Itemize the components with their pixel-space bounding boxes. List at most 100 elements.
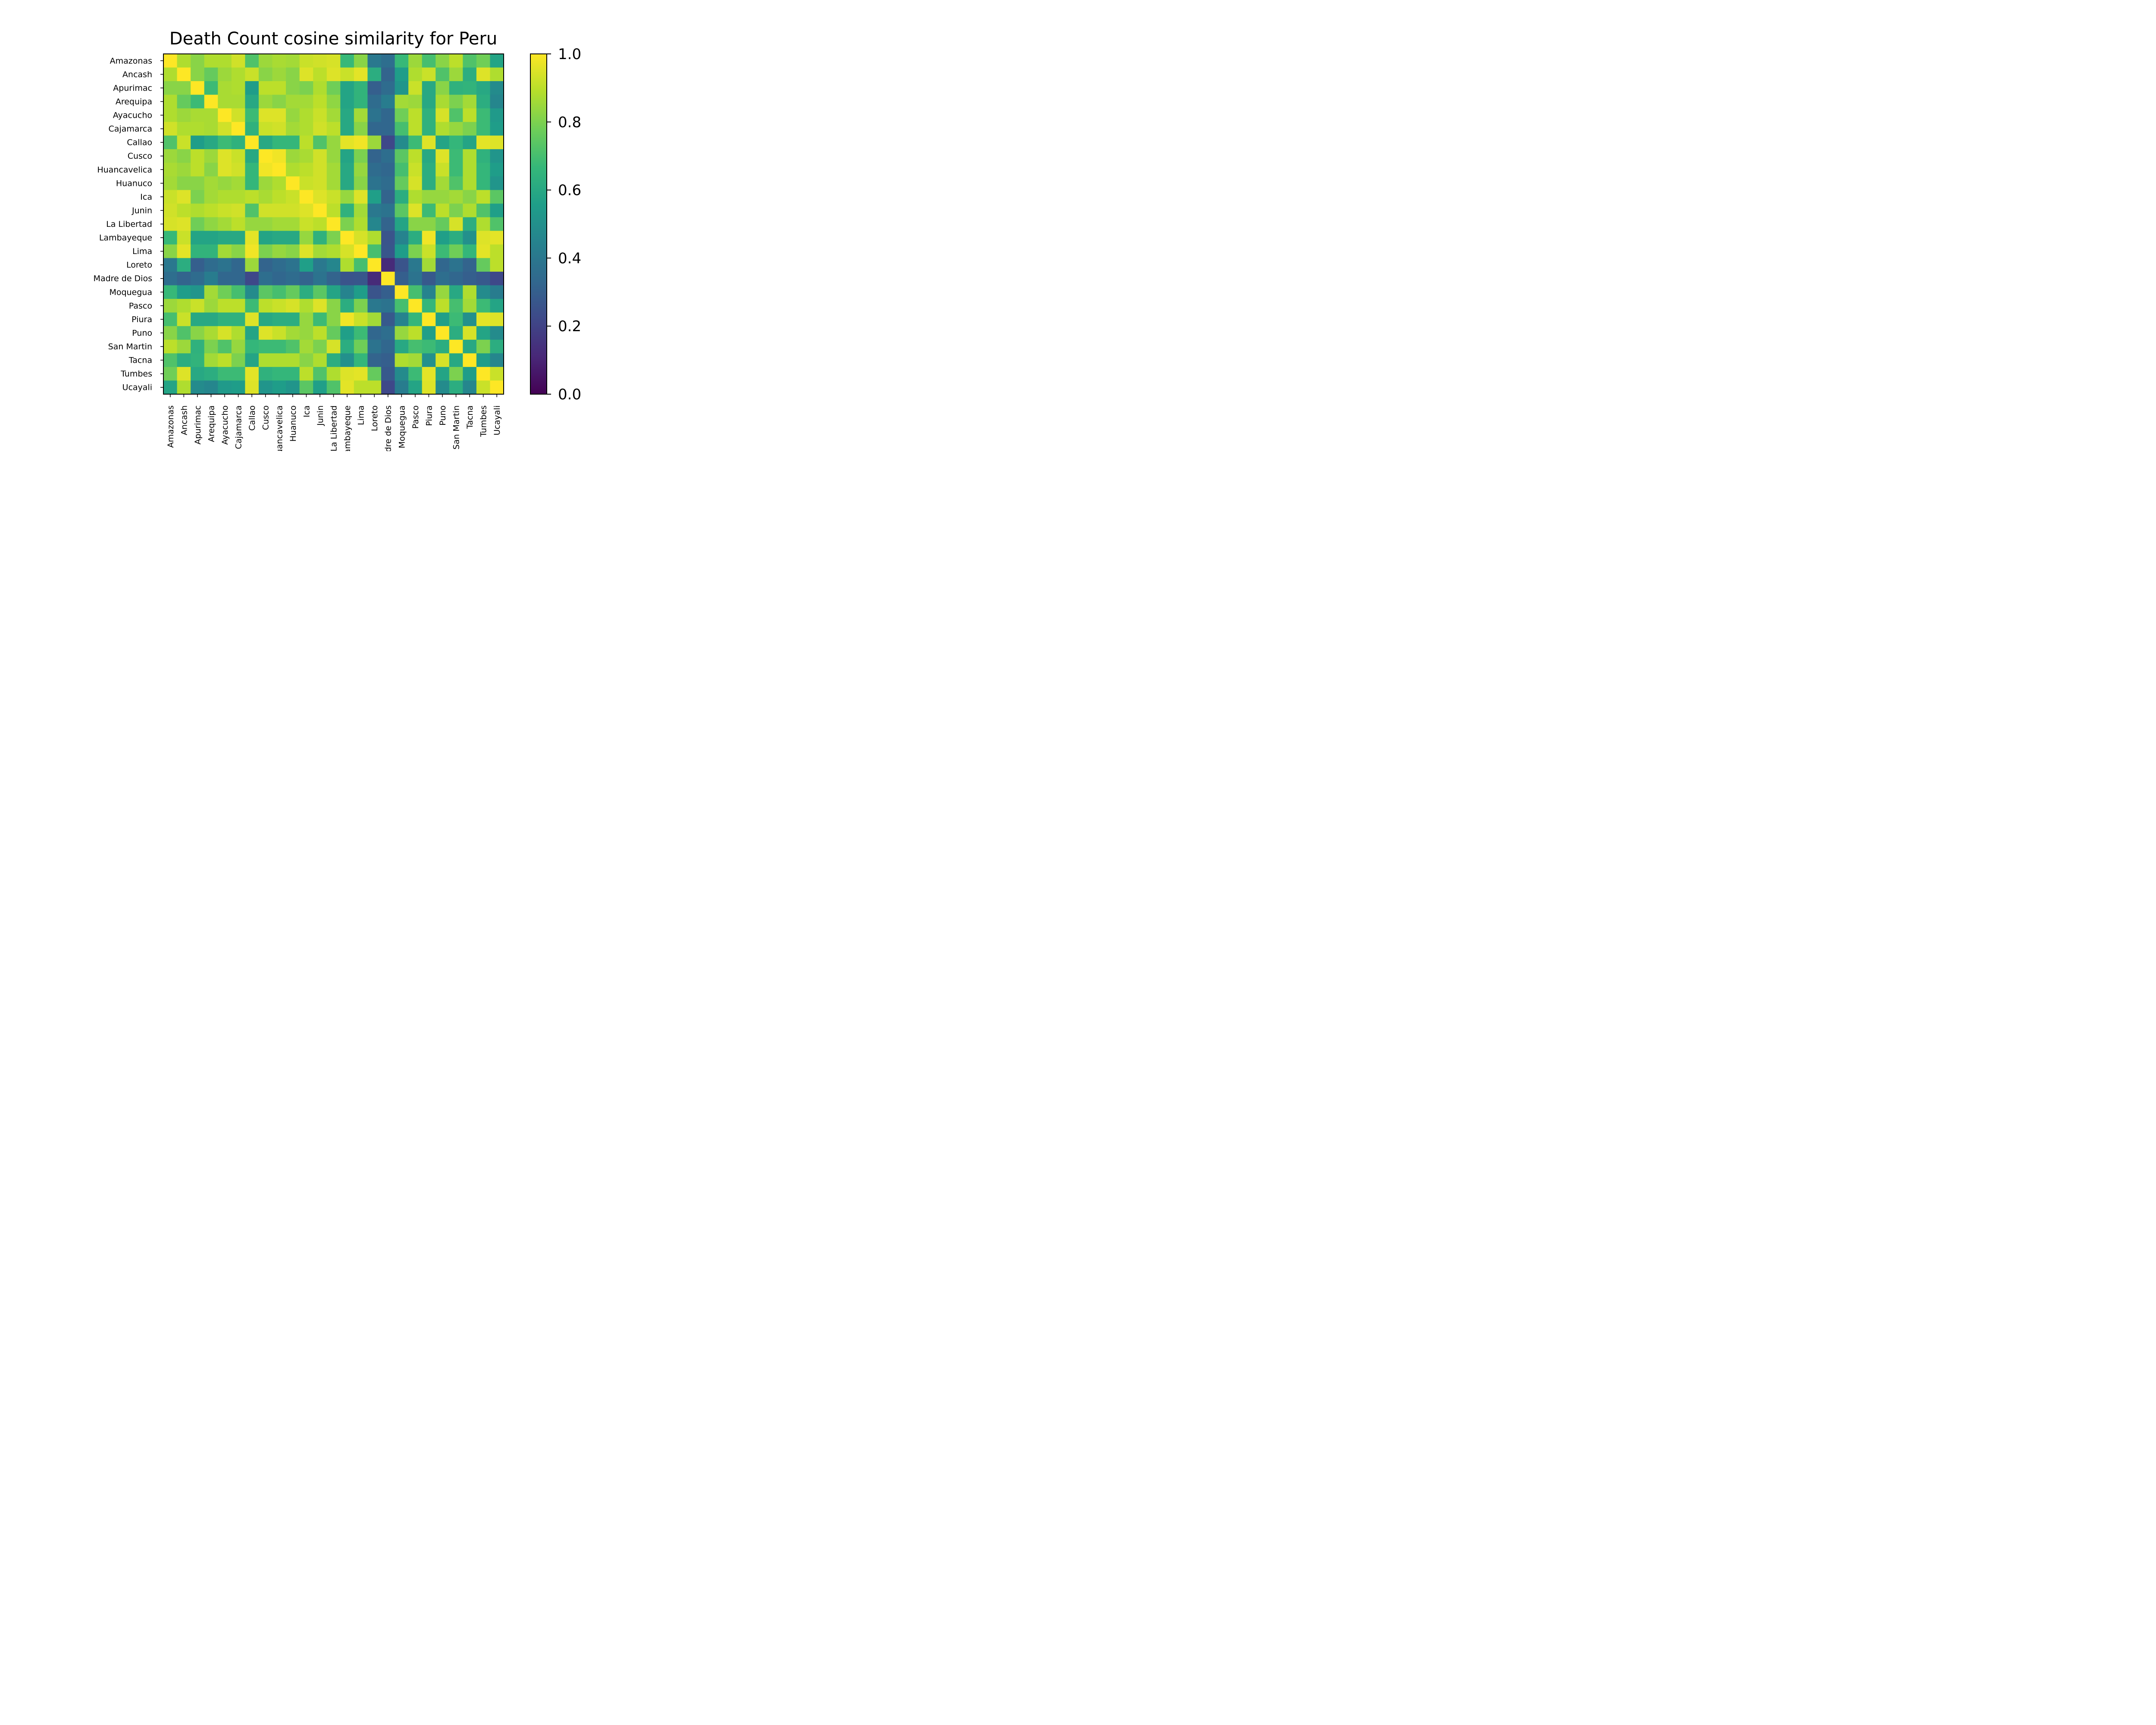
heatmap-cell-san-martin-ancash (177, 339, 191, 354)
heatmap-cell-cusco-tumbes (476, 149, 491, 163)
heatmap-cell-ica-ucayali (490, 190, 504, 204)
heatmap-cell-ayacucho-cusco (258, 108, 273, 122)
heatmap-cell-lambayeque-ica (299, 231, 313, 245)
heatmap-cell-callao-ayacucho (218, 135, 232, 150)
heatmap-cell-callao-tacna (463, 135, 477, 150)
heatmap-cell-puno-tumbes (476, 326, 491, 340)
heatmap-cell-la-libertad-piura (422, 217, 436, 231)
heatmap-cell-cajamarca-cajamarca (231, 122, 245, 136)
heatmap-cell-callao-ancash (177, 135, 191, 150)
heatmap-cell-cusco-arequipa (204, 149, 218, 163)
heatmap-cell-la-libertad-huanuco (286, 217, 300, 231)
heatmap-cell-san-martin-pasco (408, 339, 423, 354)
heatmap-cell-amazonas-ancash (177, 54, 191, 68)
heatmap-cell-cajamarca-cusco (258, 122, 273, 136)
heatmap-cell-huanuco-huanuco (286, 176, 300, 191)
heatmap-cell-la-libertad-puno (436, 217, 450, 231)
colorbar-frame (530, 53, 547, 395)
heatmap-cell-cajamarca-moquegua (395, 122, 409, 136)
heatmap-cell-huanuco-pasco (408, 176, 423, 191)
heatmap-cell-lambayeque-cajamarca (231, 231, 245, 245)
heatmap-cell-san-martin-huanuco (286, 339, 300, 354)
heatmap-cell-moquegua-loreto (367, 285, 382, 299)
heatmap-cell-ica-amazonas (163, 190, 178, 204)
heatmap-cell-junin-piura (422, 204, 436, 218)
heatmap-cell-lambayeque-amazonas (163, 231, 178, 245)
heatmap-cell-ica-junin (313, 190, 327, 204)
heatmap-cell-piura-ica (299, 312, 313, 326)
heatmap-cell-tacna-moquegua (395, 353, 409, 367)
heatmap-cell-lima-san-martin (449, 244, 463, 258)
heatmap-cell-pasco-pasco (408, 299, 423, 313)
heatmap-cell-loreto-huanuco (286, 258, 300, 272)
heatmap-cell-puno-lambayeque (340, 326, 354, 340)
heatmap-cell-ayacucho-huanuco (286, 108, 300, 122)
heatmap-cell-loreto-amazonas (163, 258, 178, 272)
heatmap-cell-tumbes-huancavelica (272, 367, 286, 381)
heatmap-cell-lima-huancavelica (272, 244, 286, 258)
heatmap-cell-ucayali-cajamarca (231, 380, 245, 395)
heatmap-cell-madre-de-dios-callao (245, 271, 259, 286)
heatmap-cell-ica-tacna (463, 190, 477, 204)
heatmap-cell-san-martin-lambayeque (340, 339, 354, 354)
heatmap-cell-moquegua-apurimac (191, 285, 205, 299)
heatmap-cell-la-libertad-cusco (258, 217, 273, 231)
heatmap-cell-loreto-ucayali (490, 258, 504, 272)
heatmap-cell-loreto-callao (245, 258, 259, 272)
heatmap-cell-moquegua-la-libertad (326, 285, 341, 299)
heatmap-cell-ucayali-ica (299, 380, 313, 395)
heatmap-cell-tacna-junin (313, 353, 327, 367)
heatmap-cell-san-martin-tumbes (476, 339, 491, 354)
heatmap-cell-piura-san-martin (449, 312, 463, 326)
heatmap-cell-ayacucho-huancavelica (272, 108, 286, 122)
heatmap-cell-tumbes-tumbes (476, 367, 491, 381)
heatmap-cell-arequipa-huanuco (286, 94, 300, 109)
heatmap-cell-junin-ayacucho (218, 204, 232, 218)
heatmap-cell-callao-san-martin (449, 135, 463, 150)
row-label-moquegua: Moquegua (109, 288, 152, 297)
heatmap-cell-madre-de-dios-cusco (258, 271, 273, 286)
heatmap-cell-apurimac-puno (436, 81, 450, 95)
heatmap-cell-puno-ancash (177, 326, 191, 340)
heatmap-cell-ucayali-loreto (367, 380, 382, 395)
heatmap-cell-amazonas-ica (299, 54, 313, 68)
heatmap-cell-huancavelica-ayacucho (218, 163, 232, 177)
heatmap-cell-moquegua-madre-de-dios (381, 285, 395, 299)
heatmap-cell-lima-piura (422, 244, 436, 258)
heatmap-cell-cajamarca-loreto (367, 122, 382, 136)
heatmap-cell-san-martin-cusco (258, 339, 273, 354)
heatmap-cell-ancash-ancash (177, 67, 191, 82)
heatmap-cell-puno-apurimac (191, 326, 205, 340)
heatmap-cell-amazonas-huancavelica (272, 54, 286, 68)
heatmap-cell-piura-junin (313, 312, 327, 326)
heatmap-cell-arequipa-loreto (367, 94, 382, 109)
heatmap-cell-lambayeque-huancavelica (272, 231, 286, 245)
column-label-puno: Puno (438, 405, 448, 426)
heatmap-cell-ayacucho-puno (436, 108, 450, 122)
heatmap-cell-san-martin-lima (354, 339, 368, 354)
heatmap-cell-ancash-la-libertad (326, 67, 341, 82)
heatmap-cell-amazonas-apurimac (191, 54, 205, 68)
heatmap-cell-callao-lima (354, 135, 368, 150)
heatmap-cell-arequipa-ancash (177, 94, 191, 109)
heatmap-cell-amazonas-madre-de-dios (381, 54, 395, 68)
heatmap-cell-huancavelica-ucayali (490, 163, 504, 177)
heatmap-cell-ica-la-libertad (326, 190, 341, 204)
heatmap-cell-ica-moquegua (395, 190, 409, 204)
heatmap-cell-ancash-cajamarca (231, 67, 245, 82)
heatmap-cell-cajamarca-ucayali (490, 122, 504, 136)
heatmap-cell-lima-la-libertad (326, 244, 341, 258)
heatmap-cell-san-martin-la-libertad (326, 339, 341, 354)
heatmap-cell-piura-ayacucho (218, 312, 232, 326)
heatmap-cell-piura-arequipa (204, 312, 218, 326)
heatmap-cell-arequipa-puno (436, 94, 450, 109)
heatmap-cell-ayacucho-madre-de-dios (381, 108, 395, 122)
heatmap-cell-arequipa-tacna (463, 94, 477, 109)
heatmap-cell-ica-apurimac (191, 190, 205, 204)
heatmap-cell-moquegua-lambayeque (340, 285, 354, 299)
heatmap-cell-ancash-huancavelica (272, 67, 286, 82)
colorbar-gradient (530, 54, 547, 394)
heatmap-cell-ica-lambayeque (340, 190, 354, 204)
heatmap-cell-pasco-san-martin (449, 299, 463, 313)
heatmap-cell-ancash-tacna (463, 67, 477, 82)
